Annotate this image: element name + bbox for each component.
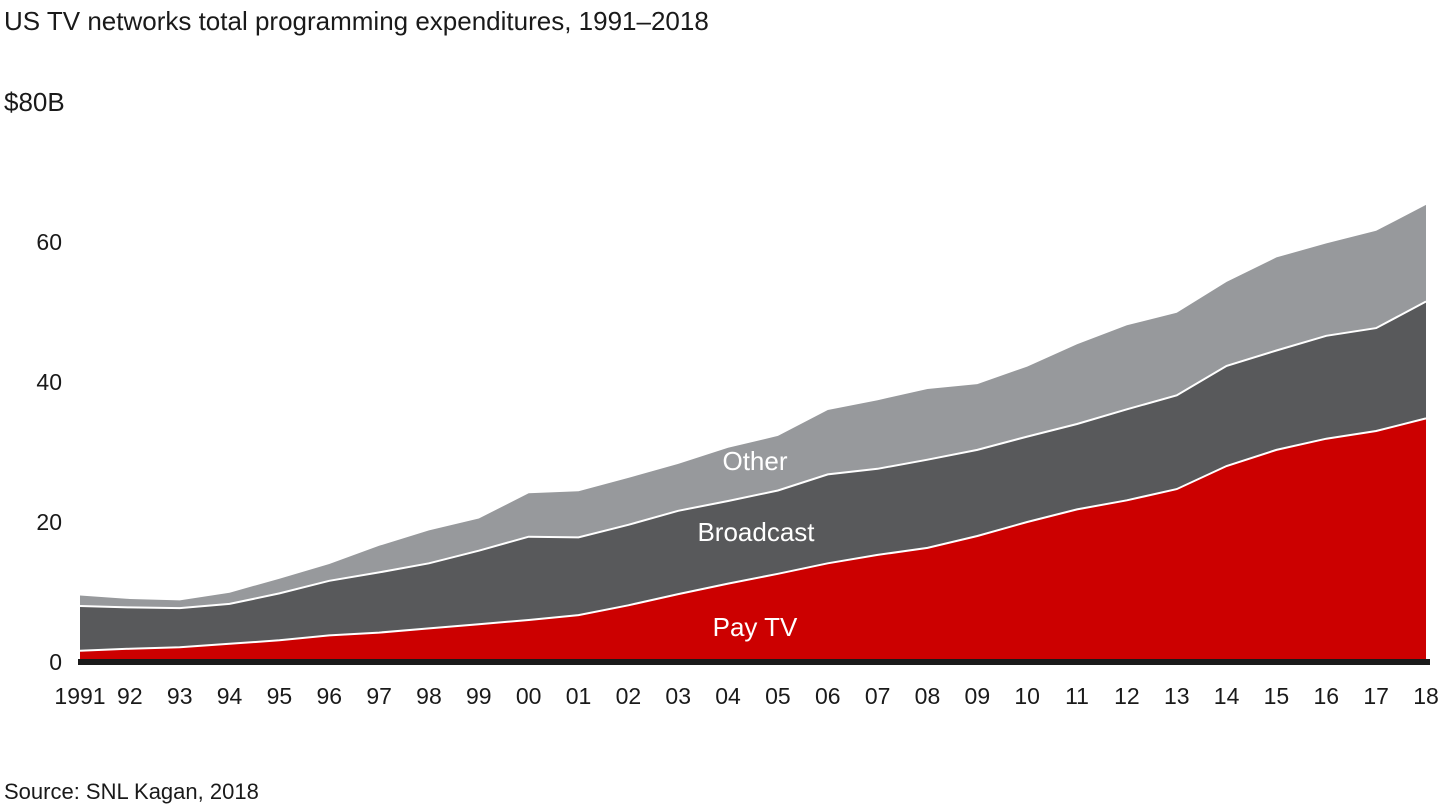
x-tick-label-13: 13 [1164,683,1190,709]
x-tick-label-97: 97 [366,683,392,709]
x-tick-label-08: 08 [915,683,941,709]
series-label-pay-tv: Pay TV [713,612,798,642]
x-tick-label-04: 04 [715,683,741,709]
x-tick-label-1991: 1991 [54,683,105,709]
x-tick-label-98: 98 [416,683,442,709]
x-tick-label-93: 93 [167,683,193,709]
series-label-broadcast: Broadcast [697,517,815,547]
y-axis-max-label: $80B [4,87,65,117]
x-tick-label-09: 09 [965,683,991,709]
source-note: Source: SNL Kagan, 2018 [4,779,259,804]
x-tick-label-94: 94 [217,683,243,709]
x-tick-label-96: 96 [316,683,342,709]
x-tick-label-14: 14 [1214,683,1240,709]
x-tick-label-99: 99 [466,683,492,709]
x-tick-label-01: 01 [566,683,592,709]
x-tick-label-11: 11 [1065,683,1089,709]
x-tick-label-18: 18 [1413,683,1439,709]
y-tick-label-20: 20 [36,509,62,535]
x-tick-label-16: 16 [1313,683,1339,709]
x-tick-label-10: 10 [1014,683,1040,709]
x-axis-line [78,659,1430,665]
y-tick-label-40: 40 [36,369,62,395]
x-tick-label-15: 15 [1264,683,1290,709]
x-tick-label-06: 06 [815,683,841,709]
x-tick-label-92: 92 [117,683,143,709]
x-tick-label-05: 05 [765,683,791,709]
x-tick-label-17: 17 [1363,683,1389,709]
band-separator-line-pay-tv [79,417,1427,652]
chart-title: US TV networks total programming expendi… [4,6,709,36]
y-tick-label-0: 0 [49,649,62,675]
x-tick-label-12: 12 [1114,683,1140,709]
x-tick-label-03: 03 [665,683,691,709]
x-tick-label-02: 02 [616,683,642,709]
x-tick-label-95: 95 [267,683,293,709]
series-label-other: Other [722,446,787,476]
area-pay-tv [80,418,1426,662]
band-separator-line-broadcast [79,300,1427,610]
x-tick-label-07: 07 [865,683,891,709]
x-tick-label-00: 00 [516,683,542,709]
y-tick-label-60: 60 [36,229,62,255]
area-broadcast [80,301,1426,651]
